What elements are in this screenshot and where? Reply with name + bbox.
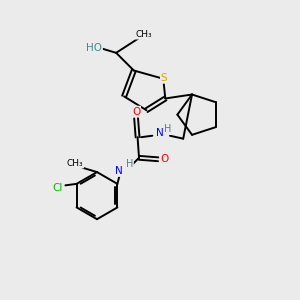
Text: CH₃: CH₃ <box>135 30 152 39</box>
Text: O: O <box>160 154 169 164</box>
Text: N: N <box>116 166 123 176</box>
Text: CH₃: CH₃ <box>67 159 83 168</box>
Text: H: H <box>126 159 133 169</box>
Text: H: H <box>164 124 171 134</box>
Text: S: S <box>161 73 167 83</box>
Text: N: N <box>156 128 164 138</box>
Text: O: O <box>132 106 140 117</box>
Text: HO: HO <box>86 44 102 53</box>
Text: Cl: Cl <box>52 183 63 193</box>
